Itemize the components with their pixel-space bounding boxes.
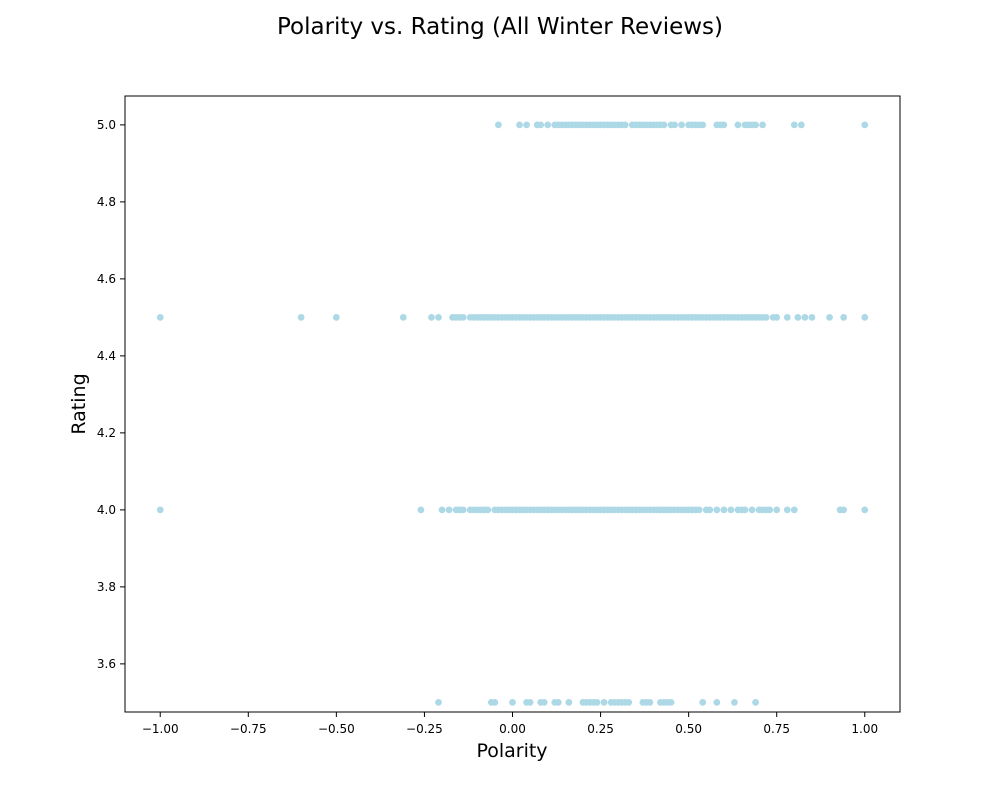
data-point bbox=[699, 698, 707, 706]
data-point bbox=[783, 313, 791, 321]
y-tick-label: 4.8 bbox=[97, 195, 116, 209]
data-points bbox=[156, 121, 869, 706]
data-point bbox=[794, 313, 802, 321]
data-point bbox=[621, 121, 629, 129]
data-point bbox=[484, 506, 492, 514]
data-point bbox=[565, 698, 573, 706]
x-tick-label: −0.75 bbox=[230, 722, 267, 736]
y-tick-label: 4.2 bbox=[97, 426, 116, 440]
data-point bbox=[491, 698, 499, 706]
data-point bbox=[748, 506, 756, 514]
data-point bbox=[554, 698, 562, 706]
data-point bbox=[540, 698, 548, 706]
data-point bbox=[297, 313, 305, 321]
data-point bbox=[509, 698, 516, 706]
data-point bbox=[544, 121, 552, 129]
data-point bbox=[667, 698, 675, 706]
data-point bbox=[516, 121, 523, 129]
data-point bbox=[459, 506, 467, 514]
data-point bbox=[752, 698, 759, 706]
data-point bbox=[741, 506, 749, 514]
data-point bbox=[766, 506, 774, 514]
y-tick-label: 3.8 bbox=[97, 580, 116, 594]
data-point bbox=[790, 121, 798, 129]
data-point bbox=[801, 313, 809, 321]
data-point bbox=[156, 313, 164, 321]
data-point bbox=[428, 313, 435, 321]
data-point bbox=[727, 506, 735, 514]
data-point bbox=[720, 121, 728, 129]
data-point bbox=[671, 121, 678, 129]
data-point bbox=[861, 121, 869, 129]
x-tick-label: 0.50 bbox=[675, 722, 702, 736]
data-point bbox=[790, 506, 798, 514]
data-point bbox=[773, 313, 781, 321]
data-point bbox=[695, 506, 703, 514]
data-point bbox=[399, 313, 407, 321]
data-point bbox=[435, 313, 442, 321]
data-point bbox=[526, 698, 534, 706]
data-point bbox=[861, 313, 869, 321]
x-tick-label: 0.00 bbox=[499, 722, 526, 736]
data-point bbox=[840, 313, 848, 321]
chart-title: Polarity vs. Rating (All Winter Reviews) bbox=[277, 14, 723, 40]
data-point bbox=[783, 506, 791, 514]
data-point bbox=[438, 506, 446, 514]
data-point bbox=[593, 698, 601, 706]
data-point bbox=[646, 698, 654, 706]
x-axis-label: Polarity bbox=[476, 740, 547, 762]
plot-frame bbox=[124, 95, 901, 713]
data-point bbox=[734, 121, 742, 129]
y-tick-label: 5.0 bbox=[97, 118, 116, 132]
x-tick-label: −1.00 bbox=[142, 722, 179, 736]
data-point bbox=[417, 506, 425, 514]
data-point bbox=[759, 121, 767, 129]
data-point bbox=[752, 121, 759, 129]
data-point bbox=[713, 506, 721, 514]
x-axis-ticks: −1.00 −0.75 −0.50 −0.25 0.00 0.25 0.50 0.75 1.00 bbox=[142, 712, 878, 736]
data-point bbox=[699, 121, 707, 129]
data-point bbox=[861, 506, 869, 514]
data-point bbox=[840, 506, 848, 514]
y-tick-label: 3.6 bbox=[97, 657, 116, 671]
y-tick-label: 4.6 bbox=[97, 272, 116, 286]
data-point bbox=[495, 121, 502, 129]
data-point bbox=[156, 506, 164, 514]
data-point bbox=[600, 698, 608, 706]
data-point bbox=[332, 313, 340, 321]
y-axis-ticks: 3.6 3.8 4.0 4.2 4.4 4.6 4.8 5.0 bbox=[97, 118, 125, 671]
x-tick-label: −0.50 bbox=[318, 722, 355, 736]
data-point bbox=[797, 121, 805, 129]
data-point bbox=[706, 506, 714, 514]
data-point bbox=[445, 506, 453, 514]
data-point bbox=[720, 506, 728, 514]
data-point bbox=[713, 698, 721, 706]
y-axis-label: Rating bbox=[68, 373, 90, 434]
data-point bbox=[660, 121, 668, 129]
data-point bbox=[459, 313, 467, 321]
x-tick-label: 1.00 bbox=[851, 722, 878, 736]
data-point bbox=[808, 313, 816, 321]
y-tick-label: 4.4 bbox=[97, 349, 116, 363]
data-point bbox=[773, 506, 781, 514]
x-tick-label: 0.75 bbox=[763, 722, 790, 736]
data-point bbox=[678, 121, 685, 129]
data-point bbox=[762, 313, 770, 321]
y-tick-label: 4.0 bbox=[97, 503, 116, 517]
data-point bbox=[435, 698, 442, 706]
data-point bbox=[537, 121, 545, 129]
data-point bbox=[731, 698, 738, 706]
x-tick-label: 0.25 bbox=[587, 722, 614, 736]
data-point bbox=[625, 698, 633, 706]
data-point bbox=[826, 313, 833, 321]
x-tick-label: −0.25 bbox=[406, 722, 443, 736]
data-point bbox=[523, 121, 530, 129]
